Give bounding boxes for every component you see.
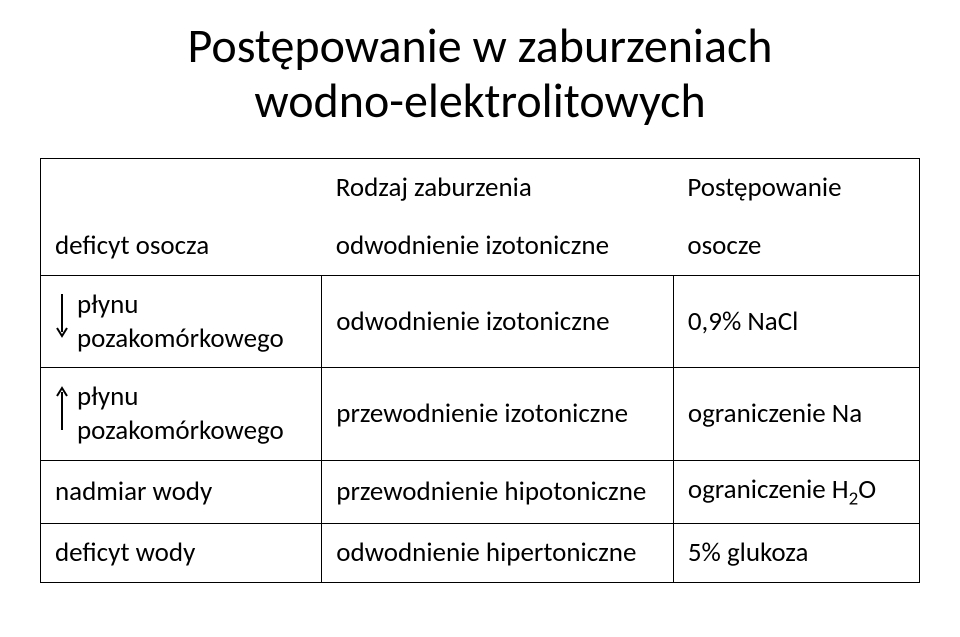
cell-type: odwodnienie hipertoniczne <box>322 523 674 582</box>
cell-condition-text: płynu pozakomórkowego <box>77 380 307 448</box>
header-cell-empty <box>41 159 322 217</box>
cell-type: przewodnienie izotoniczne <box>322 368 674 461</box>
table-row: płynu pozakomórkowego przewodnienie izot… <box>41 368 920 461</box>
arrow-down-icon <box>55 292 69 340</box>
cell-type: odwodnienie izotoniczne <box>322 217 674 275</box>
cell-condition: płynu pozakomórkowego <box>41 275 322 368</box>
cell-tx: 0,9% NaCl <box>673 275 919 368</box>
cell-condition: płynu pozakomórkowego <box>41 368 322 461</box>
table-row: nadmiar wody przewodnienie hipotoniczne … <box>41 460 920 523</box>
slide-title-line2: wodno-elektrolitowych <box>254 71 705 130</box>
table-row: płynu pozakomórkowego odwodnienie izoton… <box>41 275 920 368</box>
arrow-up-icon <box>55 384 69 432</box>
cell-type: przewodnienie hipotoniczne <box>322 460 674 523</box>
cell-tx: osocze <box>673 217 919 275</box>
slide-title: Postępowanie w zaburzeniach wodno-elektr… <box>40 18 920 128</box>
cell-type: odwodnienie izotoniczne <box>322 275 674 368</box>
cell-condition: nadmiar wody <box>41 460 322 523</box>
table-row: Rodzaj zaburzenia Postępowanie <box>41 159 920 217</box>
table-row: deficyt osocza odwodnienie izotoniczne o… <box>41 217 920 275</box>
slide-title-line1: Postępowanie w zaburzeniach <box>188 16 773 75</box>
header-cell-type: Rodzaj zaburzenia <box>322 159 674 217</box>
cell-condition: deficyt wody <box>41 523 322 582</box>
header-cell-tx: Postępowanie <box>673 159 919 217</box>
cell-condition-text: płynu pozakomórkowego <box>77 288 307 356</box>
table-row: deficyt wody odwodnienie hipertoniczne 5… <box>41 523 920 582</box>
cell-tx: ograniczenie Na <box>673 368 919 461</box>
cell-tx: ograniczenie H2O <box>673 460 919 523</box>
cell-condition: deficyt osocza <box>41 217 322 275</box>
cell-tx: 5% glukoza <box>673 523 919 582</box>
main-table: Rodzaj zaburzenia Postępowanie deficyt o… <box>40 158 920 582</box>
